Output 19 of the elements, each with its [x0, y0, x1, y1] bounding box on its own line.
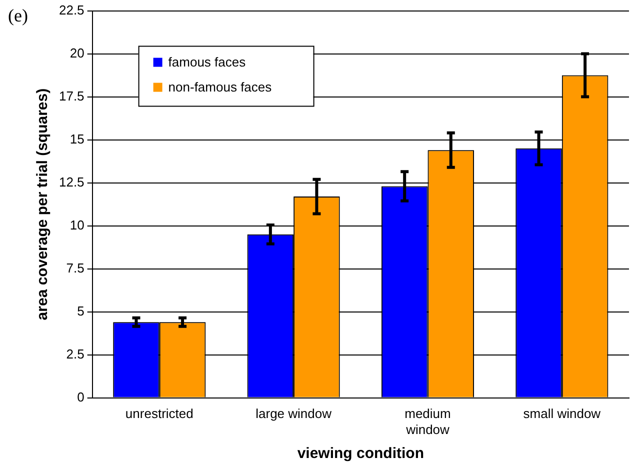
y-tick-label: 20 — [70, 45, 84, 60]
text: (e) — [8, 6, 28, 26]
x-tick-label: medium window — [404, 406, 451, 437]
y-tick-label: 10 — [70, 217, 84, 232]
x-tick-label: large window — [256, 406, 332, 422]
y-tick-label: 17.5 — [58, 88, 84, 104]
y-tick-label: 5 — [77, 303, 84, 318]
legend-label: non-famous faces — [168, 79, 272, 94]
y-tick-label: 22.5 — [58, 2, 84, 18]
x-tick-label: small window — [523, 406, 602, 422]
legend-label: famous faces — [168, 54, 246, 70]
y-tick-label: 15 — [70, 131, 84, 146]
x-tick-label: unrestricted — [125, 406, 194, 422]
x-axis-title: viewing condition — [297, 445, 424, 462]
y-tick-label: 12.5 — [58, 174, 84, 190]
y-tick-label: 7.5 — [66, 260, 84, 276]
y-tick-label: 0 — [77, 389, 84, 404]
y-tick-label: 2.5 — [66, 346, 84, 362]
y-axis-title: area coverage per trial (squares) — [34, 88, 52, 320]
